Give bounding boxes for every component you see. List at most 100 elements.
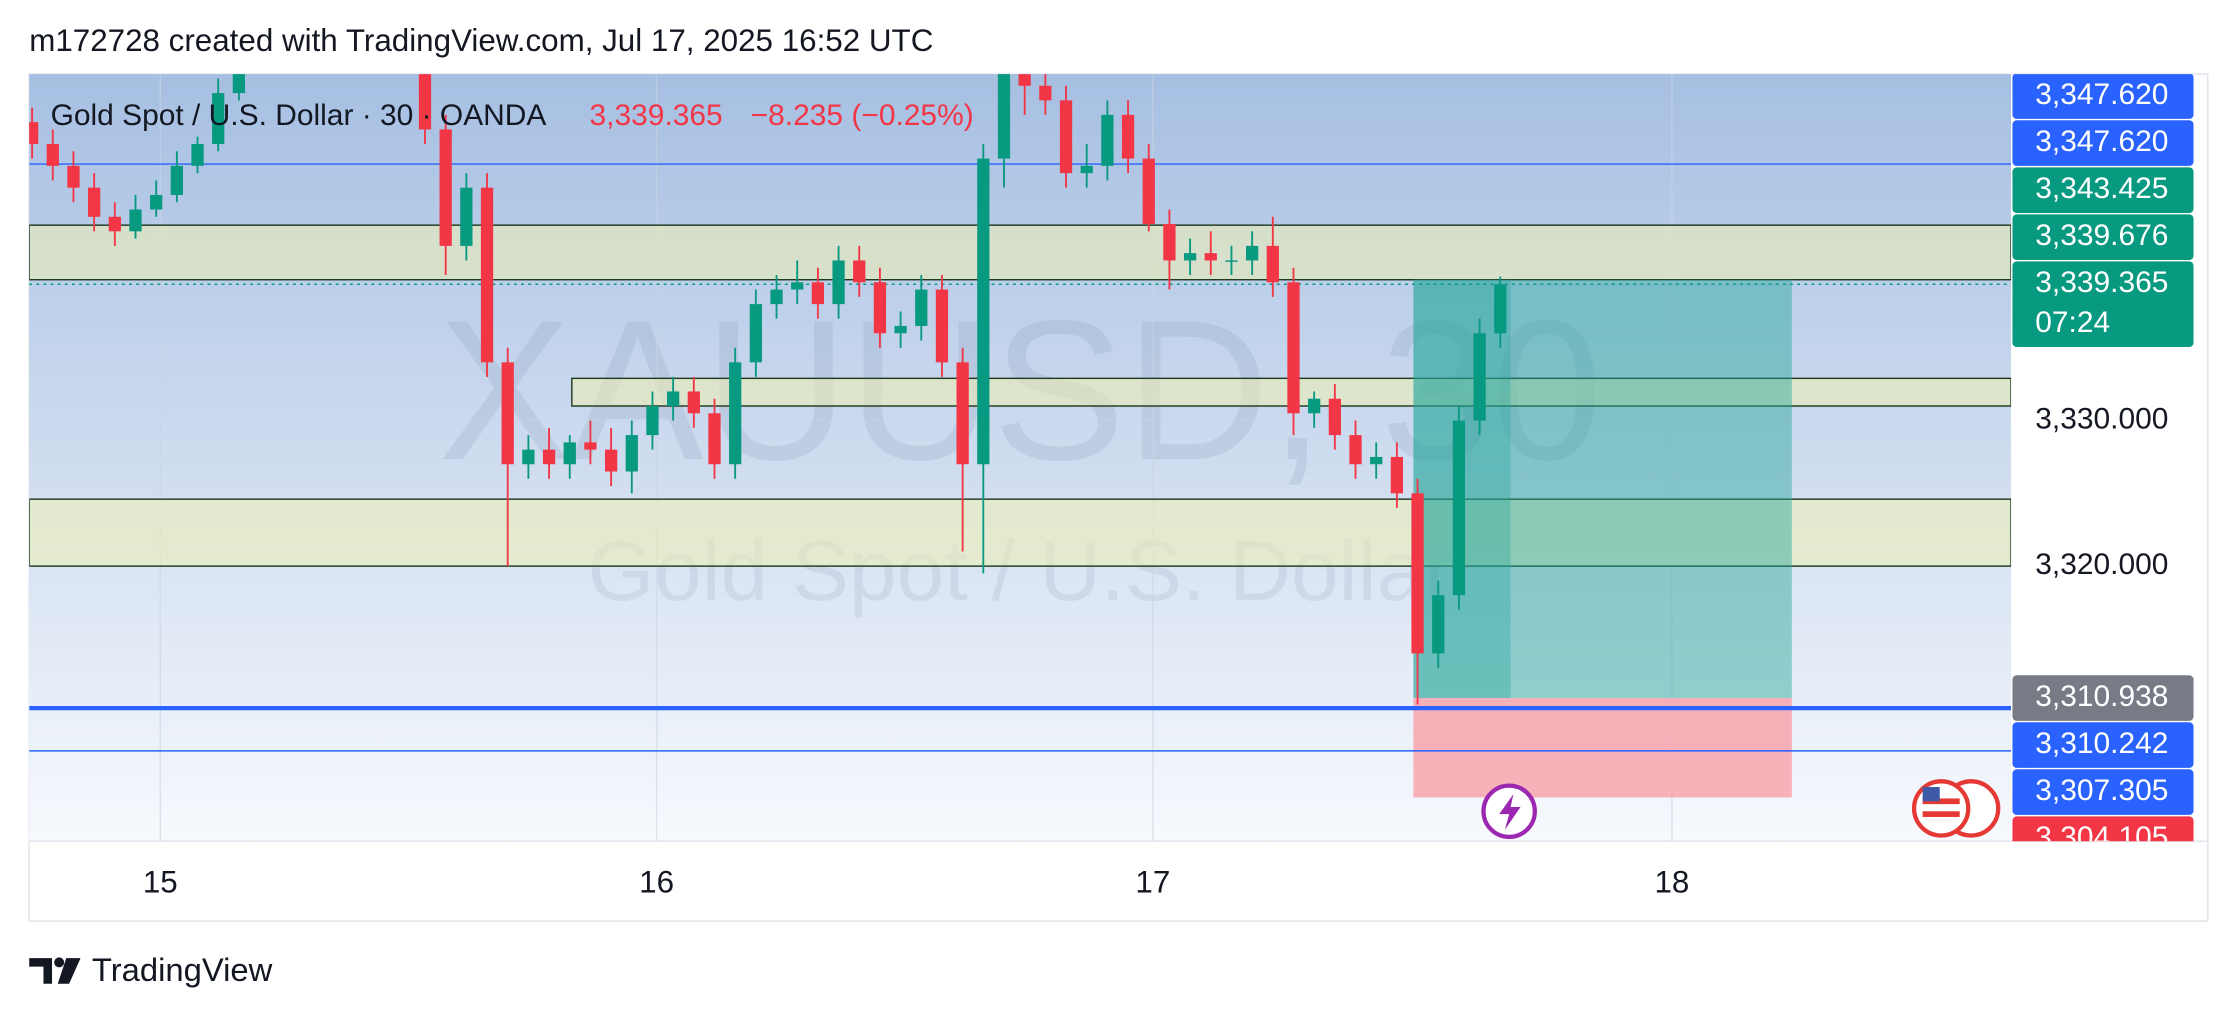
candle-body [1059,100,1073,174]
candle-body [480,187,494,363]
candle-body [1018,74,1031,86]
candle-body [170,165,183,195]
candle-body [1266,245,1279,283]
x-tick-label: 18 [1654,864,1689,899]
price-label: 3,310.938 [2035,680,2168,713]
candle-body [584,442,597,450]
candle-body [1101,114,1114,166]
price-label-box [2012,722,2194,768]
price-label-box [2012,261,2194,347]
candle-body [460,187,473,246]
price-label: 3,343.425 [2035,172,2168,205]
candle-body [191,144,204,166]
candle-body [667,391,680,407]
countdown: 07:24 [2035,306,2110,339]
candle-body [1390,456,1404,494]
candle-body [1494,284,1507,334]
candle-body [439,129,452,246]
x-tick-label: 16 [639,864,674,899]
legend-symbol: Gold Spot / U.S. Dollar · 30 · OANDA [51,99,547,132]
candle-body [770,289,783,305]
candle-body [1204,253,1217,261]
footer: TradingView [92,951,273,988]
zone [29,498,2012,567]
candle-body [832,260,845,305]
candle-body [687,391,700,414]
candle-body [1246,245,1259,261]
candle-body [997,74,1011,159]
candle-body [1473,333,1486,421]
candle-body [88,187,101,217]
candle-body [749,304,762,363]
candle-body [853,260,866,283]
price-label: 3,339.676 [2035,219,2168,252]
candle-body [791,282,804,290]
candle-body [1328,398,1341,436]
candle-body [625,435,638,472]
candle-body [315,0,327,13]
candle-body [274,0,286,13]
price-label-box [2012,675,2194,721]
event-icon[interactable] [1481,783,1537,840]
candle-body [1349,435,1362,465]
candle-body [212,93,225,145]
price-label: 3,304.105 [2035,821,2168,854]
candle-body [1163,224,1176,261]
candle-body [604,449,618,472]
price-label-box [2012,214,2194,261]
candle-body [1411,493,1424,654]
x-tick-label: 17 [1135,864,1170,899]
candle-body [708,413,721,465]
candle-body [956,362,969,465]
price-label-box [2012,816,2194,842]
candle-body [522,449,535,465]
candle-body [29,122,39,145]
candle-body [1308,398,1321,414]
price-label-box [2012,74,2194,119]
candle-body [336,0,348,13]
candle-body [1183,253,1197,261]
candle-body [915,289,928,326]
economic-events[interactable] [1911,779,2001,838]
price-axis: 3,347.620 3,347.620 3,343.425 3,339.676 3,33… [2012,74,2194,854]
candle-body [1287,282,1300,414]
candle-body [542,449,556,465]
candle-body [501,362,514,465]
candle-body [1452,420,1466,596]
price-label-box [2012,167,2194,213]
candle-body [646,406,659,436]
y-tick-label: 3,330.000 [2035,402,2168,435]
candle-body [1225,260,1238,262]
price-label-box [2012,120,2194,166]
price-label: 3,347.620 [2035,78,2168,111]
zone [29,224,2012,281]
candle-body [1039,85,1052,101]
candle-body [729,362,742,465]
candle-body [46,144,59,166]
candle-body [1432,595,1445,654]
legend-price: 3,339.365 [590,99,723,132]
header: m172728 created with TradingView.com, Ju… [29,23,933,58]
candle-body [894,325,907,334]
candle-body [67,165,80,188]
price-label: 3,347.620 [2035,125,2168,158]
candle-body [295,0,307,13]
legend-change: −8.235 (−0.25%) [751,99,974,132]
candle-body [1121,114,1135,159]
candle-body [935,289,949,363]
price-label: 3,339.365 [2035,266,2168,299]
candle-body [150,194,163,210]
candle-body [129,209,142,232]
candle-body [418,74,432,130]
price-label: 3,310.242 [2035,727,2168,760]
candle-body [1142,158,1155,225]
candle-body [1080,165,1093,174]
candle-body [873,282,887,334]
y-tick-label: 3,320.000 [2035,548,2168,581]
candle-body [563,442,576,465]
price-label-box [2012,769,2194,815]
price-label: 3,307.305 [2035,774,2168,807]
plot: XAUUSD, 30 Gold Spot / U.S. Dollar [29,0,2012,842]
candle-body [232,74,246,94]
